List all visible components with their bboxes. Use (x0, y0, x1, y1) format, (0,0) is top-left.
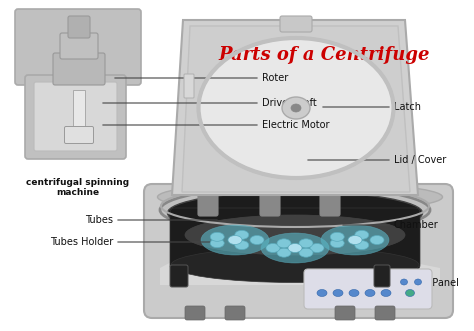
FancyBboxPatch shape (335, 306, 355, 320)
FancyBboxPatch shape (184, 74, 194, 98)
Ellipse shape (199, 38, 393, 178)
Ellipse shape (365, 290, 375, 297)
Ellipse shape (299, 239, 313, 248)
FancyBboxPatch shape (34, 82, 117, 151)
Ellipse shape (288, 244, 302, 253)
FancyBboxPatch shape (144, 184, 453, 318)
Text: Control Panel: Control Panel (394, 278, 459, 288)
Ellipse shape (160, 186, 430, 234)
Ellipse shape (277, 239, 291, 248)
Ellipse shape (330, 239, 344, 248)
Ellipse shape (277, 248, 291, 257)
Ellipse shape (250, 235, 264, 245)
Ellipse shape (355, 241, 369, 250)
Text: Roter: Roter (262, 73, 288, 83)
Ellipse shape (310, 244, 324, 253)
Ellipse shape (157, 182, 443, 212)
Ellipse shape (299, 248, 313, 257)
Ellipse shape (401, 279, 408, 285)
Ellipse shape (210, 239, 224, 248)
FancyBboxPatch shape (68, 16, 90, 38)
FancyBboxPatch shape (170, 208, 420, 270)
Ellipse shape (228, 235, 242, 245)
FancyBboxPatch shape (53, 53, 105, 85)
FancyBboxPatch shape (320, 190, 340, 216)
Text: Chamber: Chamber (394, 220, 439, 230)
Ellipse shape (330, 232, 344, 241)
Bar (73, 90, 85, 135)
Polygon shape (160, 255, 440, 285)
Ellipse shape (333, 290, 343, 297)
Text: Electric Motor: Electric Motor (262, 120, 329, 130)
Ellipse shape (235, 241, 249, 250)
Text: Tubes: Tubes (85, 215, 113, 225)
Ellipse shape (282, 97, 310, 119)
Text: Tubes Holder: Tubes Holder (50, 237, 113, 247)
Ellipse shape (370, 235, 384, 245)
FancyBboxPatch shape (25, 75, 126, 159)
FancyBboxPatch shape (375, 306, 395, 320)
Text: Parts of a Centrifuge: Parts of a Centrifuge (219, 46, 430, 64)
FancyBboxPatch shape (64, 126, 93, 144)
FancyBboxPatch shape (185, 306, 205, 320)
Ellipse shape (405, 290, 414, 297)
Ellipse shape (317, 290, 327, 297)
Ellipse shape (414, 279, 421, 285)
FancyBboxPatch shape (304, 269, 432, 309)
FancyBboxPatch shape (15, 9, 141, 85)
Ellipse shape (171, 248, 419, 282)
FancyBboxPatch shape (280, 16, 312, 32)
Polygon shape (172, 20, 418, 195)
Text: Drive Shaft: Drive Shaft (262, 98, 317, 108)
Ellipse shape (185, 215, 405, 255)
Text: Latch: Latch (394, 102, 421, 112)
Ellipse shape (210, 232, 224, 241)
FancyBboxPatch shape (225, 306, 245, 320)
Ellipse shape (261, 233, 329, 263)
Ellipse shape (167, 192, 422, 234)
FancyBboxPatch shape (198, 190, 218, 216)
Ellipse shape (291, 104, 301, 112)
Ellipse shape (321, 225, 389, 255)
Ellipse shape (201, 225, 269, 255)
Text: Lid / Cover: Lid / Cover (394, 155, 446, 165)
Text: centrifugal spinning
machine: centrifugal spinning machine (27, 178, 129, 197)
FancyBboxPatch shape (260, 190, 280, 216)
Ellipse shape (349, 290, 359, 297)
Ellipse shape (266, 244, 280, 253)
FancyBboxPatch shape (60, 33, 98, 59)
Ellipse shape (348, 235, 362, 245)
Ellipse shape (355, 230, 369, 239)
Ellipse shape (235, 230, 249, 239)
FancyBboxPatch shape (170, 265, 188, 287)
Ellipse shape (381, 290, 391, 297)
Polygon shape (182, 26, 410, 192)
FancyBboxPatch shape (374, 265, 390, 287)
